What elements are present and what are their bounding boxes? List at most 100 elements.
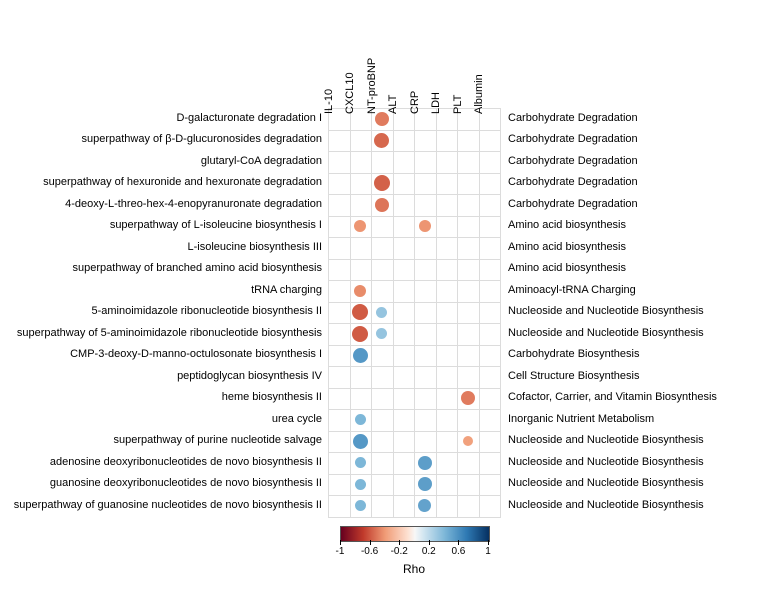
- grid-cell: [457, 366, 480, 389]
- grid-cell: [436, 431, 459, 454]
- row-label-left: glutaryl-CoA degradation: [201, 155, 322, 167]
- grid-cell: [457, 280, 480, 303]
- row-label-left: L-isoleucine biosynthesis III: [187, 241, 322, 253]
- grid-cell: [328, 474, 351, 497]
- colorbar-tick-mark: [488, 540, 489, 545]
- grid-cell: [479, 216, 502, 239]
- correlation-dot: [374, 133, 389, 148]
- grid-cell: [457, 495, 480, 518]
- grid-cell: [393, 259, 416, 282]
- grid-cell: [479, 388, 502, 411]
- row-label-left: urea cycle: [272, 413, 322, 425]
- grid-cell: [393, 280, 416, 303]
- correlation-dot: [352, 326, 368, 342]
- row-label-left: 4-deoxy-L-threo-hex-4-enopyranuronate de…: [65, 198, 322, 210]
- correlation-dot: [355, 414, 366, 425]
- grid-cell: [457, 237, 480, 260]
- row-label-right: Nucleoside and Nucleotide Biosynthesis: [508, 327, 704, 339]
- grid-cell: [328, 280, 351, 303]
- grid-cell: [436, 495, 459, 518]
- grid-cell: [393, 345, 416, 368]
- row-label-right: Carbohydrate Degradation: [508, 133, 638, 145]
- grid-cell: [457, 345, 480, 368]
- column-header: ALT: [387, 95, 399, 114]
- grid-cell: [371, 495, 394, 518]
- grid-cell: [436, 474, 459, 497]
- column-header: CXCL10: [344, 72, 356, 114]
- grid-cell: [414, 366, 437, 389]
- grid-cell: [350, 173, 373, 196]
- grid-cell: [414, 151, 437, 174]
- grid-cell: [371, 366, 394, 389]
- row-label-left: heme biosynthesis II: [222, 391, 322, 403]
- grid-cell: [479, 237, 502, 260]
- grid-cell: [414, 323, 437, 346]
- grid-cell: [436, 280, 459, 303]
- grid-cell: [457, 194, 480, 217]
- correlation-dot: [419, 220, 431, 232]
- grid-cell: [414, 173, 437, 196]
- grid-cell: [457, 173, 480, 196]
- colorbar-tick-mark: [399, 540, 400, 545]
- grid-cell: [414, 409, 437, 432]
- row-label-right: Nucleoside and Nucleotide Biosynthesis: [508, 456, 704, 468]
- grid-cell: [479, 130, 502, 153]
- grid-cell: [328, 366, 351, 389]
- row-label-left: superpathway of branched amino acid bios…: [73, 262, 322, 274]
- grid-cell: [328, 216, 351, 239]
- correlation-dot: [463, 436, 473, 446]
- correlation-dot: [355, 500, 366, 511]
- grid-cell: [414, 388, 437, 411]
- column-header: IL-10: [323, 89, 335, 114]
- grid-cell: [371, 216, 394, 239]
- grid-cell: [393, 409, 416, 432]
- colorbar-tick-label: -0.6: [358, 546, 382, 557]
- row-label-left: superpathway of hexuronide and hexuronat…: [43, 176, 322, 188]
- grid-cell: [371, 237, 394, 260]
- colorbar-tick-label: -0.2: [387, 546, 411, 557]
- colorbar-tick-mark: [458, 540, 459, 545]
- grid-cell: [328, 345, 351, 368]
- row-label-right: Carbohydrate Degradation: [508, 112, 638, 124]
- grid-cell: [436, 323, 459, 346]
- row-label-right: Carbohydrate Biosynthesis: [508, 348, 639, 360]
- row-label-right: Nucleoside and Nucleotide Biosynthesis: [508, 499, 704, 511]
- grid-cell: [479, 323, 502, 346]
- grid-cell: [479, 431, 502, 454]
- grid-cell: [328, 151, 351, 174]
- correlation-dot: [374, 175, 390, 191]
- row-label-right: Carbohydrate Degradation: [508, 155, 638, 167]
- grid-cell: [350, 194, 373, 217]
- grid-cell: [350, 237, 373, 260]
- grid-cell: [393, 366, 416, 389]
- row-label-left: adenosine deoxyribonucleotides de novo b…: [50, 456, 322, 468]
- column-header: NT-proBNP: [366, 58, 378, 114]
- row-label-right: Cofactor, Carrier, and Vitamin Biosynthe…: [508, 391, 717, 403]
- grid-cell: [328, 194, 351, 217]
- grid-cell: [328, 302, 351, 325]
- grid-cell: [436, 388, 459, 411]
- column-header: CRP: [409, 91, 421, 114]
- grid-cell: [414, 130, 437, 153]
- colorbar-tick-label: 0.2: [417, 546, 441, 557]
- grid-cell: [328, 431, 351, 454]
- grid-cell: [371, 345, 394, 368]
- row-label-left: tRNA charging: [251, 284, 322, 296]
- grid-cell: [479, 151, 502, 174]
- grid-cell: [328, 388, 351, 411]
- grid-cell: [457, 452, 480, 475]
- grid-cell: [479, 452, 502, 475]
- colorbar-tick-label: 1: [476, 546, 500, 557]
- grid-cell: [436, 452, 459, 475]
- column-header: LDH: [430, 92, 442, 114]
- grid-cell: [371, 259, 394, 282]
- grid-cell: [436, 151, 459, 174]
- colorbar-tick-mark: [429, 540, 430, 545]
- grid-cell: [479, 474, 502, 497]
- column-header: PLT: [452, 95, 464, 114]
- grid-cell: [328, 173, 351, 196]
- grid-cell: [393, 130, 416, 153]
- grid-cell: [371, 474, 394, 497]
- grid-cell: [479, 194, 502, 217]
- grid-cell: [436, 216, 459, 239]
